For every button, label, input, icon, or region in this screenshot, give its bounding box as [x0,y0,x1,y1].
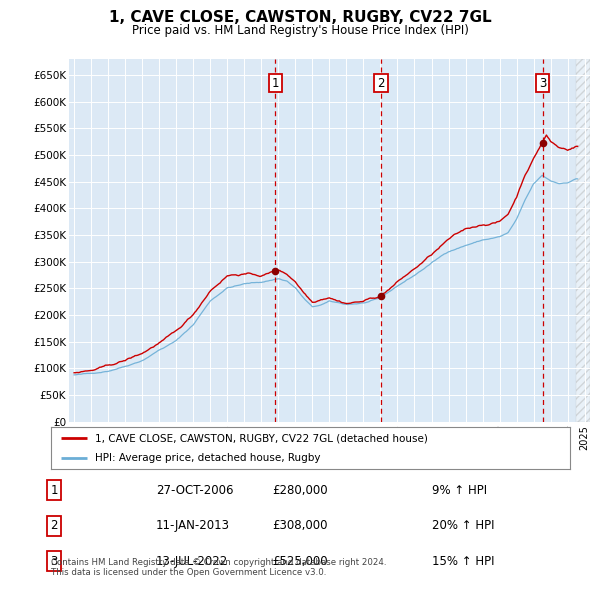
Text: 9% ↑ HPI: 9% ↑ HPI [432,484,487,497]
Text: £308,000: £308,000 [272,519,328,532]
Bar [576,59,590,422]
Text: 1: 1 [272,77,279,90]
Text: 27-OCT-2006: 27-OCT-2006 [156,484,233,497]
Text: 2: 2 [50,519,58,532]
Text: 2: 2 [377,77,385,90]
Text: 3: 3 [50,555,58,568]
Text: 13-JUL-2022: 13-JUL-2022 [156,555,228,568]
Text: 11-JAN-2013: 11-JAN-2013 [156,519,230,532]
Text: HPI: Average price, detached house, Rugby: HPI: Average price, detached house, Rugb… [95,454,320,463]
Bar [275,59,542,422]
Text: 15% ↑ HPI: 15% ↑ HPI [432,555,494,568]
Text: £525,000: £525,000 [272,555,328,568]
Text: 1, CAVE CLOSE, CAWSTON, RUGBY, CV22 7GL: 1, CAVE CLOSE, CAWSTON, RUGBY, CV22 7GL [109,10,491,25]
Text: 20% ↑ HPI: 20% ↑ HPI [432,519,494,532]
Text: Price paid vs. HM Land Registry's House Price Index (HPI): Price paid vs. HM Land Registry's House … [131,24,469,37]
Text: Contains HM Land Registry data © Crown copyright and database right 2024.
This d: Contains HM Land Registry data © Crown c… [51,558,386,577]
Text: 1: 1 [50,484,58,497]
Text: 3: 3 [539,77,547,90]
Text: 1, CAVE CLOSE, CAWSTON, RUGBY, CV22 7GL (detached house): 1, CAVE CLOSE, CAWSTON, RUGBY, CV22 7GL … [95,434,428,444]
Text: £280,000: £280,000 [272,484,328,497]
